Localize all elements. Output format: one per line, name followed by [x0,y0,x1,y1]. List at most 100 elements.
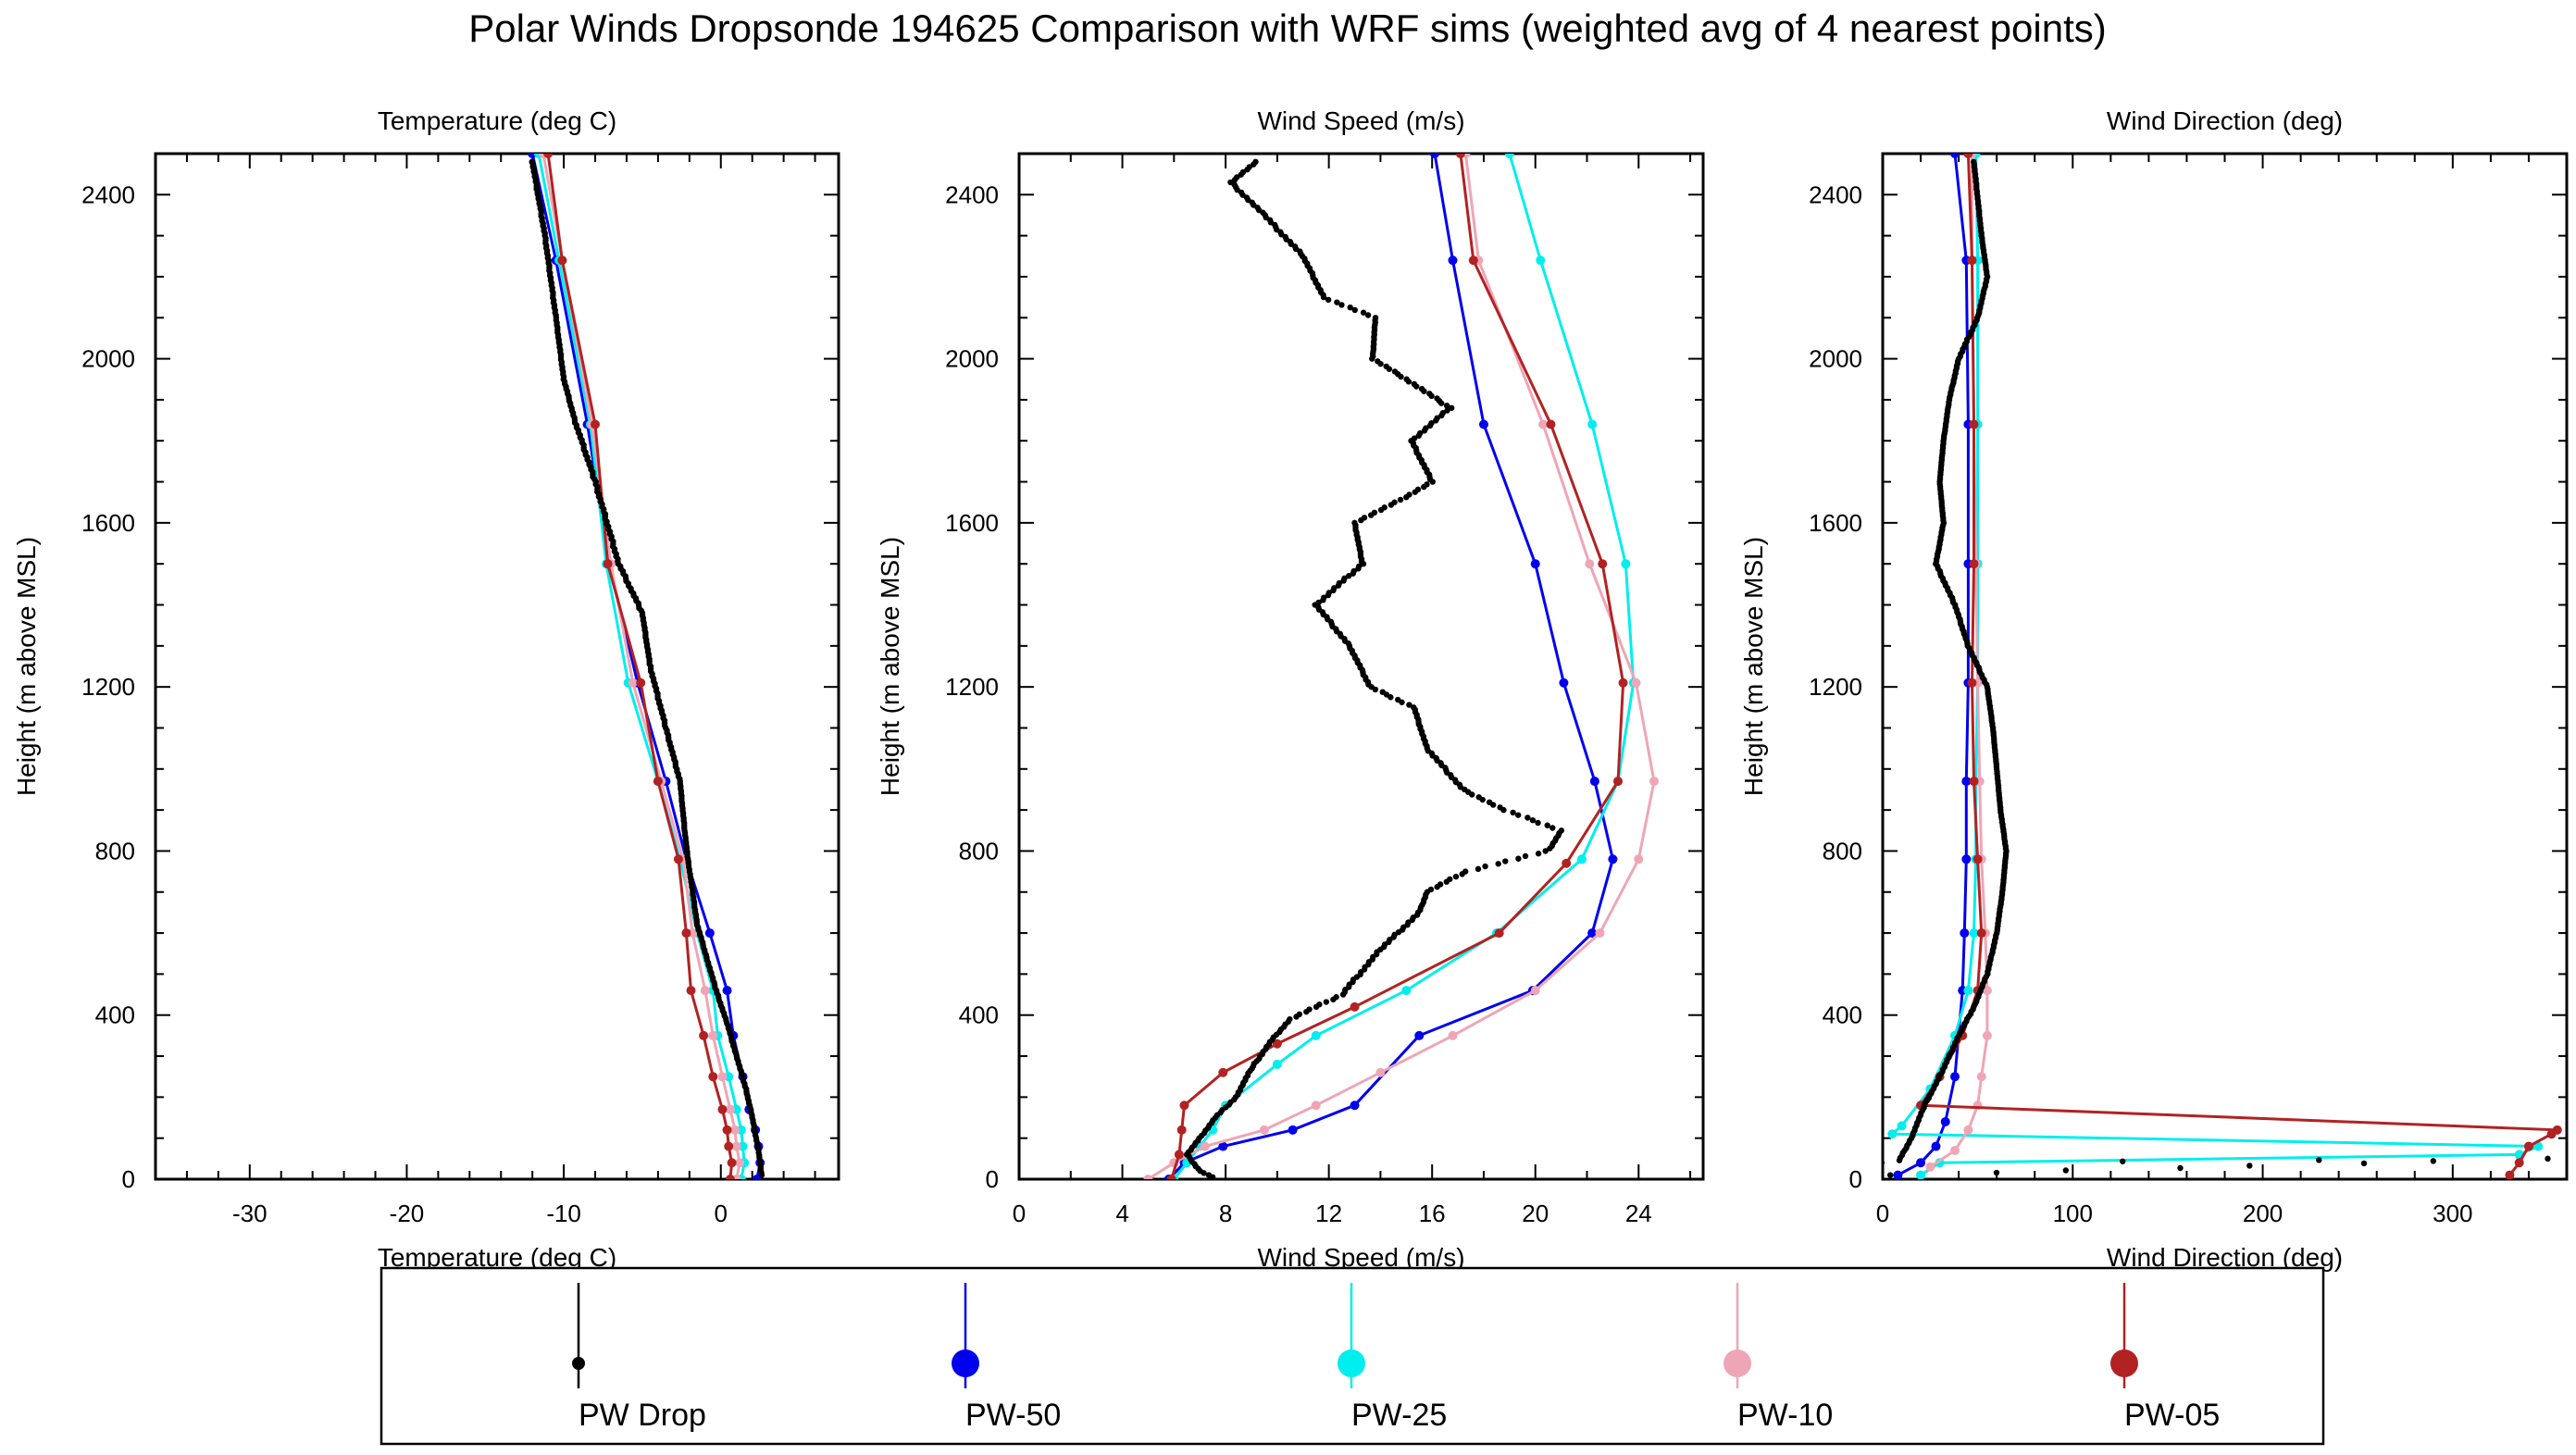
obs-point [1524,815,1531,821]
obs-point [758,1172,765,1178]
series-point-pw-05 [1972,854,1983,864]
y-tick-label: 2400 [945,180,999,208]
x-tick-label: 8 [1219,1200,1232,1227]
plot-frame [1017,152,1705,1181]
obs-point [1386,366,1393,372]
series-point-pw-10 [1311,1101,1321,1111]
obs-point [1345,573,1352,579]
series-point-pw-50 [704,928,715,939]
series-point-pw-10 [1925,1162,1935,1172]
legend-label: PW Drop [579,1398,706,1433]
obs-point [1500,806,1507,814]
x-tick-label: 0 [1013,1200,1026,1227]
series-point-pw-10 [1976,1072,1986,1082]
panel-title: Wind Speed (m/s) [1257,106,1464,135]
series-point-pw-05 [673,854,683,864]
obs-point [1350,570,1357,577]
obs-point [1347,305,1353,311]
obs-point [1421,388,1427,394]
series-point-pw-05 [1967,678,1977,688]
y-tick-label: 0 [986,1165,999,1193]
series-point-pw-05 [1612,777,1623,787]
y-tick-label: 0 [122,1165,135,1193]
series-point-pw-10 [1538,419,1549,429]
obs-point [1358,516,1364,524]
obs-point [1405,379,1412,385]
obs-point [1406,702,1412,708]
obs-point [1325,591,1332,599]
legend-marker [1724,1349,1751,1377]
obs-point [1522,852,1529,860]
series-point-pw-50 [1288,1125,1298,1135]
x-tick-label: -30 [232,1200,268,1227]
series-point-pw-10 [725,1104,735,1114]
series-point-pw-10 [1448,1030,1458,1040]
series-point-pw-05 [699,1030,709,1040]
series-point-pw-50 [1589,777,1599,787]
legend-entry-pw-05: PW-05 [2110,1283,2220,1433]
plot-frame [1881,152,2569,1181]
legend-label: PW-05 [2124,1398,2220,1433]
series-point-pw-05 [543,154,554,158]
series-point-pw-05 [2523,1141,2533,1151]
series-point-pw-05 [1969,777,1979,787]
obs-point [1364,312,1372,318]
series-point-pw-50 [1961,854,1972,864]
series-point-pw-25 [1272,1059,1282,1069]
series-point-pw-05 [1546,419,1556,429]
y-axis-label: Height (m above MSL) [1739,537,1768,796]
x-tick-label: -20 [390,1200,425,1227]
series-point-pw-25 [1916,1170,1926,1179]
obs-point [1388,502,1395,508]
y-tick-label: 1200 [945,673,999,701]
obs-point [2120,1158,2126,1164]
obs-point [1412,489,1418,495]
series-point-pw-10 [1649,777,1660,787]
series-point-pw-25 [1587,419,1598,429]
series-line-pw-05 [546,154,734,1179]
series-point-pw-05 [1455,154,1465,158]
series-point-pw-05 [2505,1170,2515,1179]
legend-entry-pw-drop: PW Drop [572,1283,706,1433]
x-tick-label: 0 [715,1200,728,1227]
x-tick-label: 24 [1625,1200,1652,1227]
series-point-pw-10 [1963,1125,1973,1135]
series-point-pw-50 [1961,777,1972,787]
obs-point [1544,822,1550,828]
series-point-pw-05 [1598,559,1608,569]
obs-point [2316,1157,2322,1163]
y-tick-label: 1200 [81,673,135,701]
obs-point [1360,561,1367,567]
obs-point [1547,845,1553,852]
obs-point [1883,1160,1885,1166]
obs-point [1323,999,1330,1005]
series-point-pw-05 [1218,1067,1228,1077]
y-tick-label: 2000 [1809,345,1862,373]
obs-point [1542,848,1549,854]
obs-point [1469,791,1475,798]
obs-point [1351,306,1358,314]
series-point-pw-50 [1218,1141,1228,1151]
legend-marker [2110,1349,2138,1377]
series-point-pw-10 [700,986,710,996]
legend-marker [1338,1349,1365,1377]
obs-point [1335,582,1342,589]
obs-point [1549,825,1556,831]
obs-point [1340,578,1347,584]
obs-point [1489,802,1497,808]
series-point-pw-05 [1562,858,1572,868]
series-point-pw-10 [1375,1067,1386,1077]
obs-point [1377,360,1384,367]
series-point-pw-05 [722,1125,732,1135]
obs-point [1201,1170,1207,1176]
obs-point [1209,1174,1216,1179]
series-point-pw-25 [1536,255,1546,266]
obs-point [1443,402,1450,409]
y-tick-label: 1600 [81,509,135,537]
x-tick-label: 20 [1522,1200,1549,1227]
plot-area [1883,154,2562,1179]
y-tick-label: 400 [959,1001,999,1029]
obs-point [1448,404,1455,411]
